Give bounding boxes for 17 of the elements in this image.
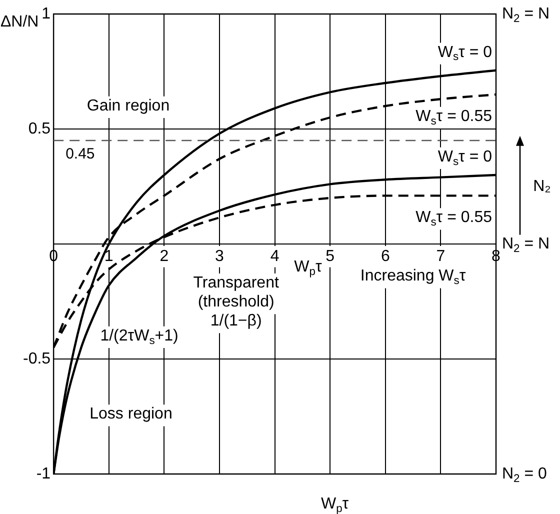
x-tick-label: 5 bbox=[326, 248, 335, 266]
y-tick-label: -1 bbox=[36, 465, 51, 482]
y-tick-label: -0.5 bbox=[22, 350, 51, 368]
annotation: Gain region bbox=[86, 97, 170, 114]
annotation: Transparent (threshold) 1/(1−β) bbox=[193, 274, 280, 330]
x-tick-label: 7 bbox=[436, 248, 446, 266]
x-tick-label: 2 bbox=[160, 248, 169, 266]
ref-line-label: 0.45 bbox=[66, 146, 95, 163]
annotation: Loss region bbox=[90, 406, 172, 423]
x-tick-label: 6 bbox=[380, 248, 390, 266]
y-tick-label: 1 bbox=[42, 5, 51, 22]
x-tick-label: 4 bbox=[270, 248, 280, 266]
x-tick-label: 3 bbox=[215, 248, 224, 266]
y-axis-title: ΔN/N bbox=[0, 13, 39, 30]
x-tick-label: 1 bbox=[104, 248, 114, 266]
y2-axis-title: N₂ bbox=[533, 178, 551, 195]
y-tick-label: 0.5 bbox=[28, 120, 51, 138]
